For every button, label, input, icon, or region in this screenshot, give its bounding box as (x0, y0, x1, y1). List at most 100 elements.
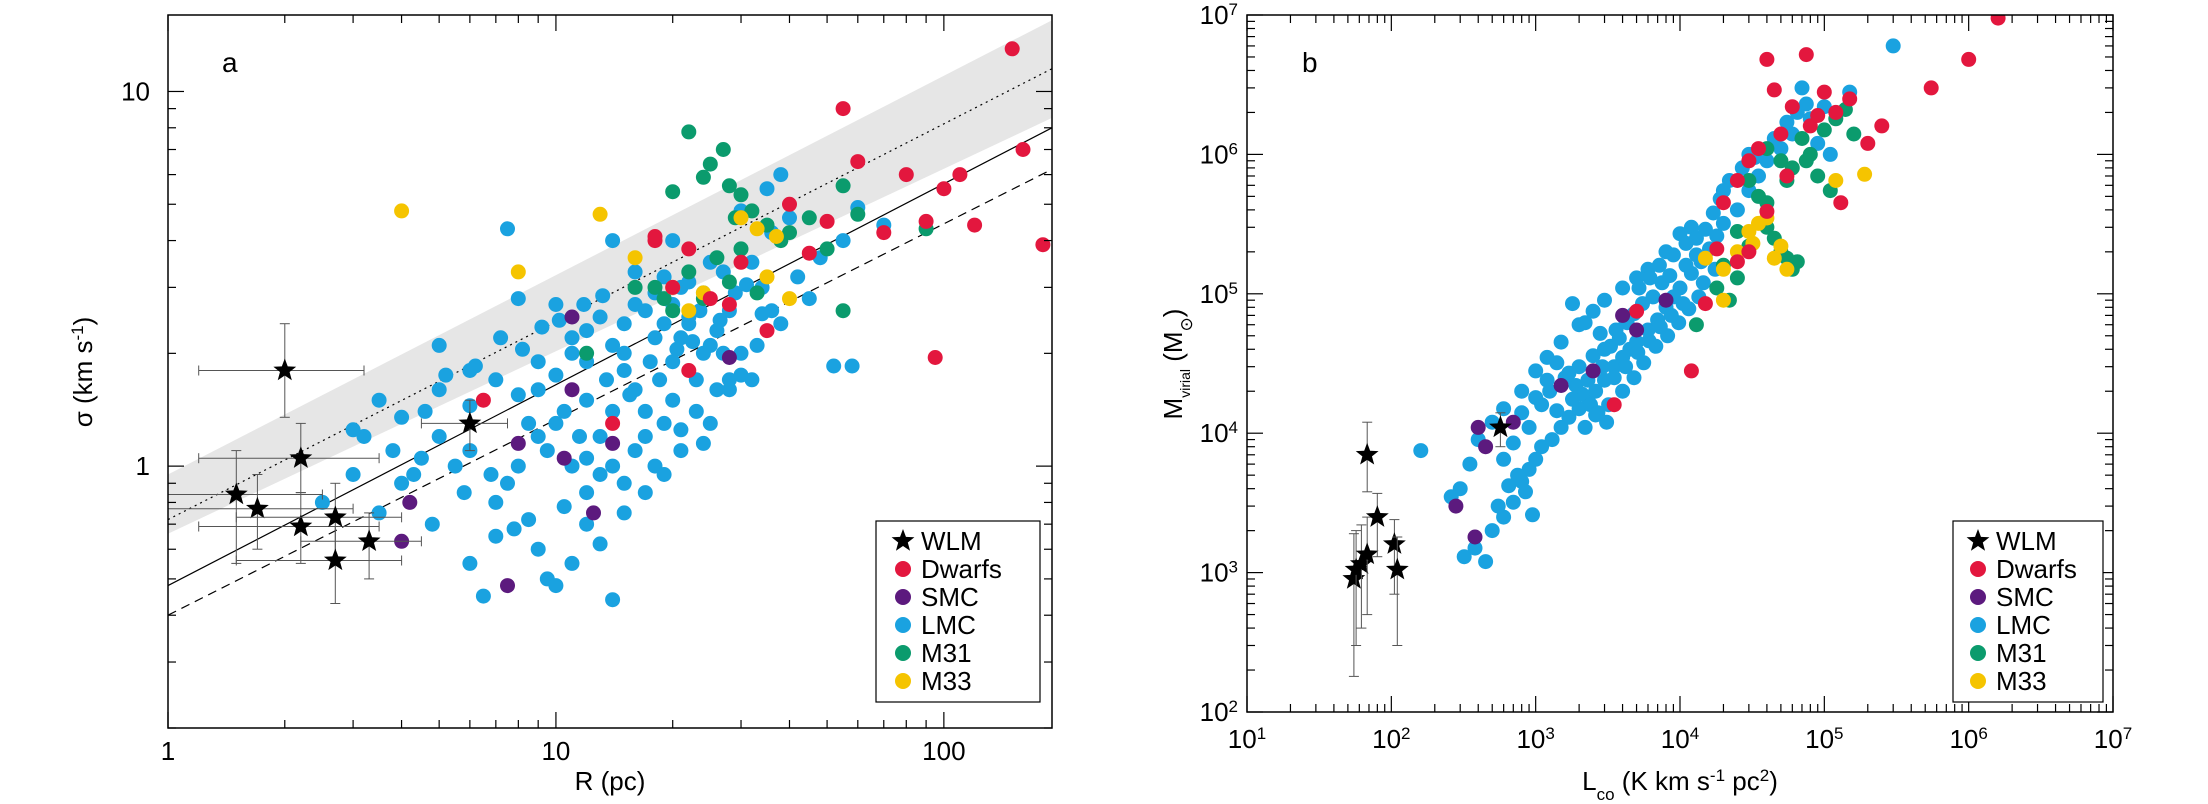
b-wlm-star-point (1342, 566, 1366, 589)
b-lmc-point (1456, 549, 1472, 565)
b-smc-point (1505, 414, 1521, 430)
b-lmc-point (1631, 280, 1647, 296)
a-lmc-point (616, 363, 632, 378)
b-y-tick-label: 105 (1200, 278, 1238, 309)
a-lmc-point (579, 450, 595, 466)
a-wlm-star-point (273, 358, 297, 381)
b-lmc-point (1665, 247, 1681, 263)
a-lmc-point (721, 372, 737, 388)
b-lmc-point (1885, 38, 1901, 54)
a-m31-point (579, 345, 595, 361)
a-lmc-point (656, 269, 672, 285)
b-lmc-point (1505, 494, 1521, 510)
a-lmc-point (749, 337, 765, 353)
b-lmc-point (1663, 307, 1679, 323)
b-series-lmc (1413, 38, 1901, 570)
a-lmc-point (592, 536, 608, 552)
a-m33-point (394, 203, 410, 219)
a-dwarfs-point (952, 167, 968, 183)
b-legend-label-m33: M33 (1996, 666, 2047, 696)
a-lmc-point (539, 443, 555, 459)
a-lmc-point (530, 382, 546, 398)
a-lmc-point (431, 382, 447, 398)
a-smc-point (721, 350, 737, 365)
a-smc-point (402, 494, 418, 510)
b-lmc-point (1544, 432, 1560, 448)
b-y-tick-label: 102 (1200, 697, 1238, 728)
b-dwarfs-point (1990, 15, 2006, 26)
a-lmc-point (835, 233, 851, 249)
a-lmc-point (417, 403, 433, 419)
b-y-tick-label: 104 (1200, 418, 1238, 449)
b-series-wlm (1342, 412, 1512, 677)
a-lmc-point (605, 337, 621, 353)
a-lmc-point (371, 392, 387, 408)
b-smc-point (1553, 378, 1569, 393)
b-x-tick-label: 101 (1228, 724, 1266, 755)
b-lmc-point (1565, 296, 1580, 312)
b-lmc-point (1510, 467, 1526, 483)
a-dwarfs-point (721, 297, 737, 312)
b-ylabel-main: M (1158, 398, 1188, 420)
a-lmc-point (564, 345, 580, 361)
a-lmc-point (462, 555, 478, 571)
a-lmc-point (506, 521, 522, 537)
b-series-dwarfs (1606, 15, 2006, 413)
b-lmc-point (1642, 270, 1658, 286)
b-lmc-point (1484, 523, 1500, 539)
a-lmc-point (530, 354, 546, 370)
a-lmc-point (576, 297, 592, 312)
a-wlm-star-point (289, 446, 313, 468)
a-lmc-point (579, 485, 595, 501)
b-lmc-point (1779, 114, 1795, 130)
a-lmc-point (844, 358, 860, 374)
b-points-layer (1342, 15, 2006, 677)
b-lmc-point (1585, 303, 1601, 319)
a-x-tick-label: 10 (541, 736, 570, 766)
a-panel-letter: a (222, 47, 238, 78)
a-x-tick-label: 100 (922, 736, 965, 766)
a-lmc-point (744, 254, 760, 270)
a-lmc-point (510, 291, 526, 307)
b-lmc-point (1618, 359, 1634, 375)
a-lmc-point (424, 516, 440, 532)
a-ylabel-main: σ (km s (68, 340, 98, 427)
b-m31-point (1789, 254, 1805, 270)
a-lmc-point (616, 345, 632, 361)
a-lmc-point (733, 345, 749, 361)
b-y-tick-label: 106 (1200, 139, 1238, 170)
a-lmc-point (345, 467, 361, 482)
a-dwarfs-point (759, 323, 775, 339)
b-lmc-point (1597, 341, 1612, 357)
b-legend-label-lmc: LMC (1996, 610, 2051, 640)
b-m31-point (1773, 153, 1789, 169)
b-m31-point (1741, 173, 1757, 188)
a-lmc-point (548, 367, 564, 383)
a-dwarfs-point (801, 245, 817, 261)
b-lmc-point (1822, 146, 1838, 162)
b-dwarfs-point (1923, 80, 1939, 96)
b-dwarfs-point (1842, 91, 1858, 107)
a-m31-point (647, 279, 663, 295)
b-dwarfs-point (1860, 135, 1876, 151)
a-m31-point (733, 187, 749, 203)
b-dwarfs-point (1729, 173, 1745, 188)
a-dwarfs-point (967, 217, 983, 233)
a-m31-point (681, 124, 697, 140)
b-lmc-point (1641, 333, 1657, 349)
a-lmc-point (599, 372, 614, 388)
a-m31-point (665, 184, 681, 200)
b-legend-label-dwarfs: Dwarfs (1996, 554, 2077, 584)
b-lmc-point (1565, 391, 1580, 407)
a-lmc-point (637, 403, 653, 419)
a-dwarfs-point (936, 181, 952, 197)
b-lmc-point (1715, 215, 1731, 231)
a-lmc-point (592, 429, 608, 444)
a-plot-frame (167, 14, 1053, 729)
b-x-axis-label: Lco (K km s-1 pc2) (1582, 766, 1778, 804)
b-m33-point (1715, 292, 1731, 308)
a-legend-box (875, 520, 1041, 703)
a-legend-marker-m31 (895, 645, 911, 661)
a-lmc-point (579, 392, 595, 408)
b-dwarfs-point (1729, 254, 1745, 270)
